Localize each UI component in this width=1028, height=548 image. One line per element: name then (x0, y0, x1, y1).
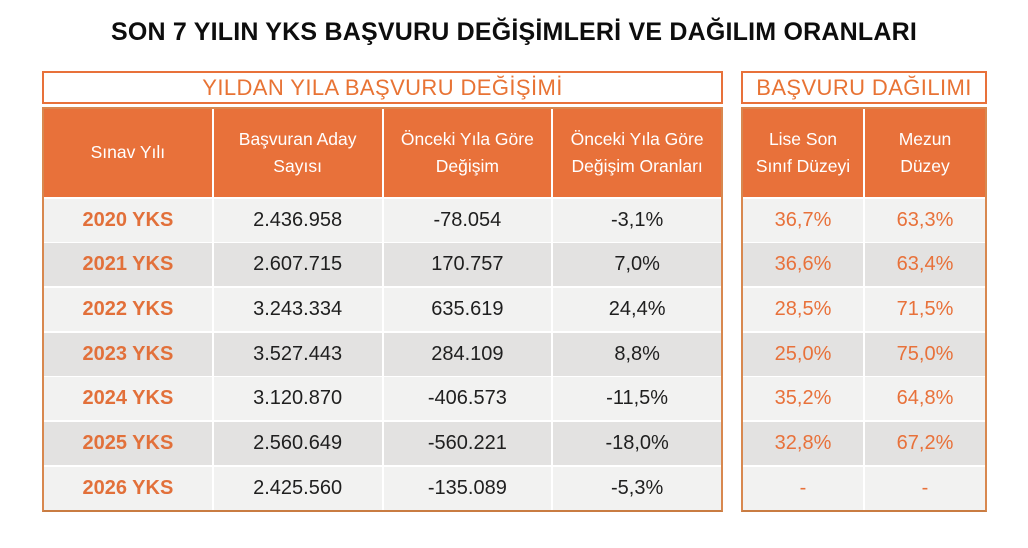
applicant-count-cell: 2.436.958 (213, 198, 382, 242)
year-change-header-row: Sınav Yılı Başvuran Aday Sayısı Önceki Yıl… (44, 109, 721, 197)
change-rate-cell: -11,5% (553, 377, 721, 421)
graduate-level-cell: 71,5% (865, 287, 985, 332)
applicant-count-cell: 2.425.560 (213, 466, 382, 510)
tables-container: YILDAN YILA BAŞVURU DEĞİŞİMİ Sınav Yılı B… (42, 71, 987, 512)
applicant-count-cell: 3.120.870 (213, 377, 382, 421)
table-row: 2022 YKS 3.243.334 635.619 24,4% (44, 287, 721, 332)
change-rate-cell: 8,8% (553, 332, 721, 376)
change-cell: 284.109 (383, 332, 552, 376)
senior-level-cell: 25,0% (743, 332, 863, 376)
page-title: SON 7 YILIN YKS BAŞVURU DEĞİŞİMLERİ VE D… (111, 18, 917, 46)
applicant-count-cell: 3.527.443 (213, 332, 382, 376)
exam-year-cell: 2024 YKS (44, 377, 212, 421)
senior-level-cell: 36,7% (743, 198, 863, 242)
exam-year-cell: 2020 YKS (44, 198, 212, 242)
table-row: 2020 YKS 2.436.958 -78.054 -3,1% (44, 198, 721, 242)
change-cell: -135.089 (383, 466, 552, 510)
column-header: Başvuran Aday Sayısı (213, 109, 382, 197)
exam-year-cell: 2026 YKS (44, 466, 212, 510)
table-row: 36,6% 63,4% (743, 243, 985, 287)
table-row: 2021 YKS 2.607.715 170.757 7,0% (44, 243, 721, 287)
change-cell: -560.221 (383, 421, 552, 466)
applicant-count-cell: 2.560.649 (213, 421, 382, 466)
exam-year-cell: 2025 YKS (44, 421, 212, 466)
distribution-section-title: BAŞVURU DAĞILIMI (741, 71, 987, 104)
graduate-level-cell: 64,8% (865, 377, 985, 421)
senior-level-cell: 36,6% (743, 243, 863, 287)
column-header: Önceki Yıla Göre Değişim (383, 109, 552, 197)
table-row: 2025 YKS 2.560.649 -560.221 -18,0% (44, 421, 721, 466)
applicant-count-cell: 2.607.715 (213, 243, 382, 287)
table-row: 2023 YKS 3.527.443 284.109 8,8% (44, 332, 721, 376)
table-row: 36,7% 63,3% (743, 198, 985, 242)
exam-year-cell: 2023 YKS (44, 332, 212, 376)
senior-level-cell: - (743, 466, 863, 510)
distribution-rows: 36,7% 63,3% 36,6% 63,4% 28,5% 71,5% 25,0% 75,0%… (743, 198, 985, 510)
distribution-header-row: Lise Son Sınıf Düzeyi Mezun Düzey (743, 109, 985, 197)
column-header: Önceki Yıla Göre Değişim Oranları (553, 109, 721, 197)
table-row: -- (743, 466, 985, 510)
change-rate-cell: -18,0% (553, 421, 721, 466)
table-row: 25,0% 75,0% (743, 332, 985, 376)
column-header: Sınav Yılı (44, 109, 212, 197)
senior-level-cell: 28,5% (743, 287, 863, 332)
column-header: Lise Son Sınıf Düzeyi (743, 109, 863, 197)
change-rate-cell: -3,1% (553, 198, 721, 242)
year-change-rows: 2020 YKS 2.436.958 -78.054 -3,1% 2021 YKS 2.6… (44, 198, 721, 510)
exam-year-cell: 2021 YKS (44, 243, 212, 287)
table-row: 28,5% 71,5% (743, 287, 985, 332)
distribution-table: Lise Son Sınıf Düzeyi Mezun Düzey 36,7% 63… (741, 107, 987, 512)
graduate-level-cell: 63,3% (865, 198, 985, 242)
table-row: 32,8% 67,2% (743, 421, 985, 466)
graduate-level-cell: - (865, 466, 985, 510)
table-row: 2024 YKS 3.120.870 -406.573 -11,5% (44, 377, 721, 421)
year-change-table: Sınav Yılı Başvuran Aday Sayısı Önceki Yıl… (42, 107, 723, 512)
exam-year-cell: 2022 YKS (44, 287, 212, 332)
year-change-section-title: YILDAN YILA BAŞVURU DEĞİŞİMİ (42, 71, 723, 104)
table-row: 35,2% 64,8% (743, 377, 985, 421)
column-header: Mezun Düzey (865, 109, 985, 197)
change-rate-cell: -5,3% (553, 466, 721, 510)
distribution-section: BAŞVURU DAĞILIMI Lise Son Sınıf Düzeyi Me… (741, 71, 987, 512)
graduate-level-cell: 67,2% (865, 421, 985, 466)
table-row: 2026 YKS 2.425.560 -135.089 -5,3% (44, 466, 721, 510)
change-cell: -406.573 (383, 377, 552, 421)
change-cell: 635.619 (383, 287, 552, 332)
change-cell: 170.757 (383, 243, 552, 287)
graduate-level-cell: 63,4% (865, 243, 985, 287)
change-rate-cell: 24,4% (553, 287, 721, 332)
senior-level-cell: 35,2% (743, 377, 863, 421)
change-rate-cell: 7,0% (553, 243, 721, 287)
graduate-level-cell: 75,0% (865, 332, 985, 376)
applicant-count-cell: 3.243.334 (213, 287, 382, 332)
year-change-section: YILDAN YILA BAŞVURU DEĞİŞİMİ Sınav Yılı B… (42, 71, 723, 512)
senior-level-cell: 32,8% (743, 421, 863, 466)
change-cell: -78.054 (383, 198, 552, 242)
